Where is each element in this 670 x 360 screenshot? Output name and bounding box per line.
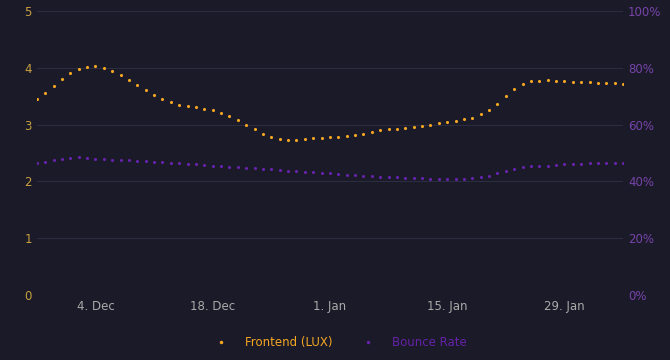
Legend: Frontend (LUX), Bounce Rate: Frontend (LUX), Bounce Rate <box>199 332 471 354</box>
